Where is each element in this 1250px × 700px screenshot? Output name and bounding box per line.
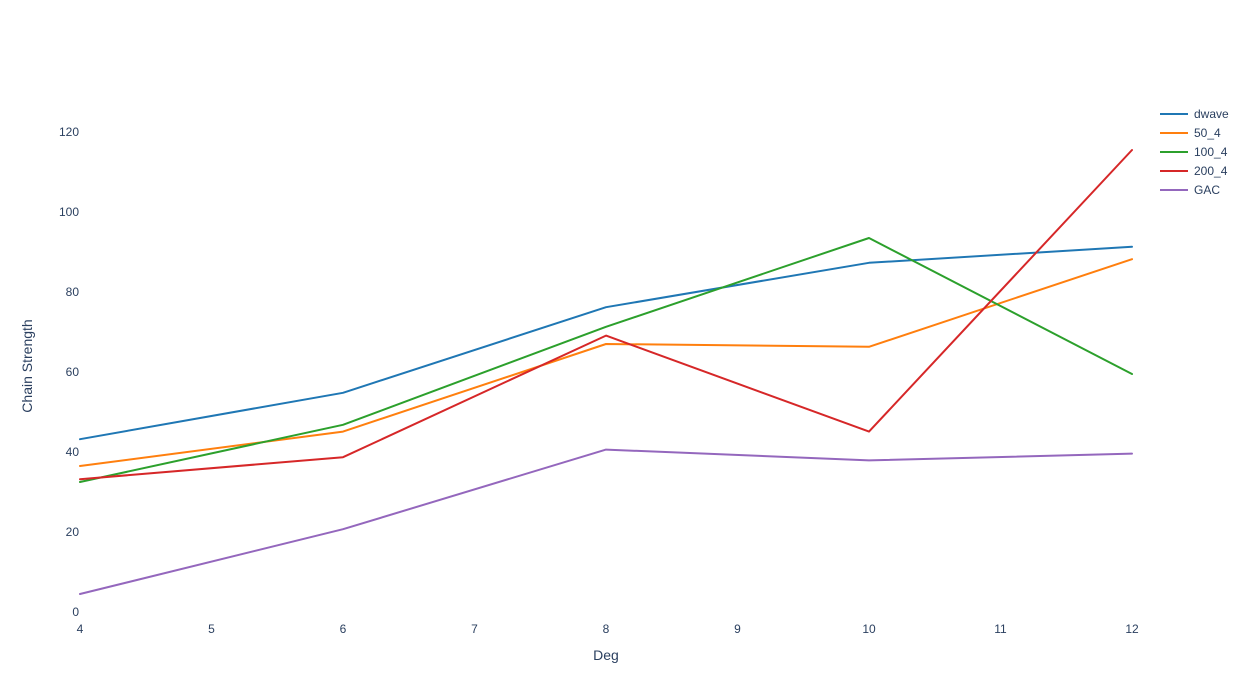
x-tick-label: 4 <box>77 622 84 636</box>
y-axis-title: Chain Strength <box>19 319 35 412</box>
legend-label: 200_4 <box>1194 164 1228 178</box>
legend-label: dwave <box>1194 107 1229 121</box>
series-line-GAC <box>79 448 1133 595</box>
y-tick-label: 120 <box>59 125 79 139</box>
legend-label: 100_4 <box>1194 145 1228 159</box>
y-tick-label: 20 <box>66 525 80 539</box>
legend-label: 50_4 <box>1194 126 1221 140</box>
x-axis-title: Deg <box>593 647 619 663</box>
series-line-200_4 <box>79 149 1133 481</box>
legend: dwave 50_4 100_4 200_4 GAC <box>1160 107 1229 197</box>
x-axis-ticks: 4 5 6 7 8 9 10 11 12 <box>77 622 1139 636</box>
y-tick-label: 80 <box>66 285 80 299</box>
y-tick-label: 40 <box>66 445 80 459</box>
legend-label: GAC <box>1194 183 1220 197</box>
x-tick-label: 5 <box>208 622 215 636</box>
x-tick-label: 6 <box>340 622 347 636</box>
series-line-100_4 <box>79 237 1133 483</box>
series-line-dwave <box>79 245 1133 441</box>
x-tick-label: 10 <box>862 622 876 636</box>
x-tick-label: 9 <box>734 622 741 636</box>
series-line-50_4 <box>79 258 1133 467</box>
y-tick-label: 0 <box>72 605 79 619</box>
x-tick-label: 12 <box>1125 622 1139 636</box>
y-axis-ticks: 0 20 40 60 80 100 120 <box>59 125 79 619</box>
x-tick-label: 7 <box>471 622 478 636</box>
x-tick-label: 8 <box>603 622 610 636</box>
y-tick-label: 60 <box>66 365 80 379</box>
y-tick-label: 100 <box>59 205 79 219</box>
x-tick-label: 11 <box>994 622 1007 636</box>
series-lines <box>79 149 1133 595</box>
